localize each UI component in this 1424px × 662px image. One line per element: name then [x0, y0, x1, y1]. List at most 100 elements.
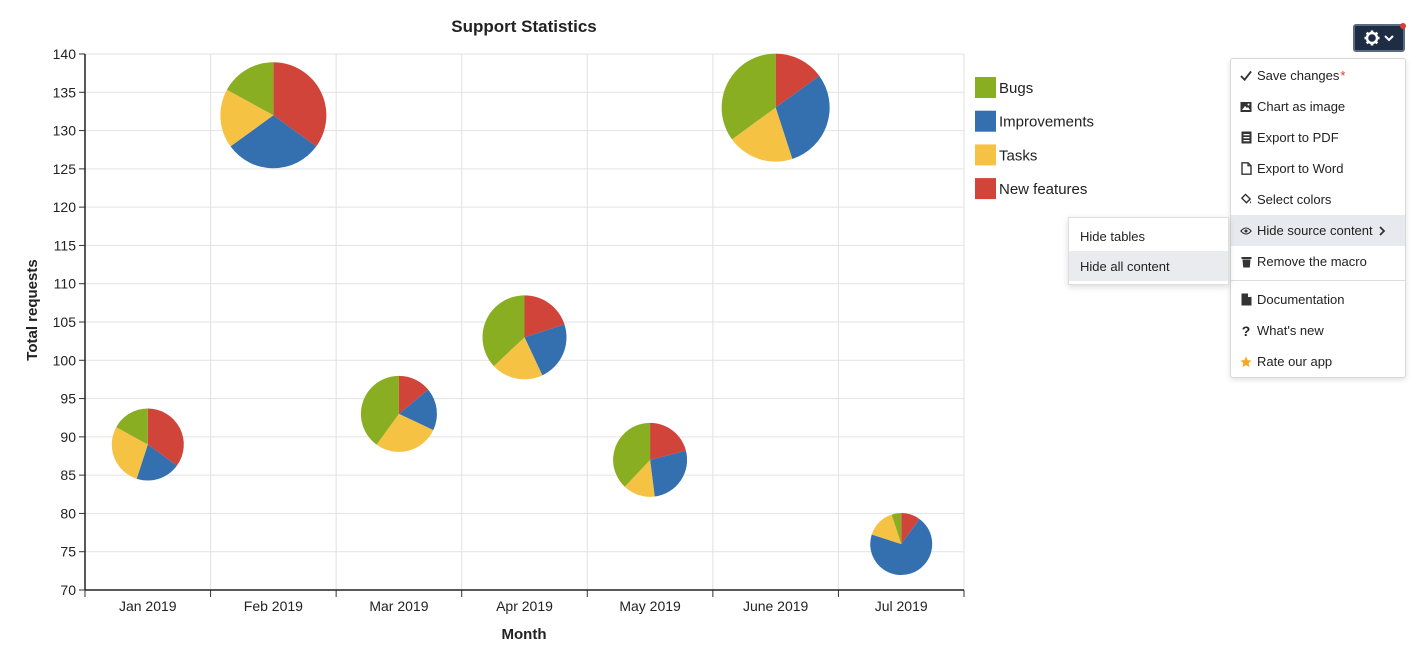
legend-label-bugs: Bugs: [999, 80, 1033, 97]
chevron-right-icon: [1378, 225, 1385, 236]
x-tick-label: Apr 2019: [496, 598, 553, 614]
legend-label-improvements: Improvements: [999, 114, 1094, 131]
pie-slice-new-features: [650, 422, 686, 460]
y-tick-label: 70: [60, 582, 76, 598]
menu-divider: [1231, 280, 1405, 281]
chevron-down-icon: [1384, 35, 1394, 42]
y-tick-label: 80: [60, 505, 76, 521]
pie-slice-tasks: [220, 89, 274, 147]
x-tick-label: Mar 2019: [369, 598, 428, 614]
hide-source-submenu: Hide tables Hide all content: [1068, 217, 1229, 285]
pie-slice-bugs: [613, 422, 651, 487]
y-tick-label: 125: [53, 161, 77, 177]
x-tick-label: May 2019: [619, 598, 681, 614]
menu-item-label: Save changes: [1257, 68, 1340, 83]
menu-item-label: Documentation: [1257, 292, 1345, 307]
pdf-icon: [1240, 131, 1252, 145]
x-tick-label: Jul 2019: [875, 598, 928, 614]
menu-item-label: Chart as image: [1257, 99, 1346, 114]
x-tick-label: Jan 2019: [119, 598, 177, 614]
y-tick-label: 95: [60, 391, 76, 407]
y-tick-label: 90: [60, 429, 76, 445]
pie-slice-bugs: [482, 295, 525, 367]
question-icon: ?: [1241, 322, 1251, 339]
menu-item-label: Export to Word: [1257, 161, 1344, 176]
x-tick-label: Feb 2019: [244, 598, 303, 614]
chart-title: Support Statistics: [451, 17, 596, 36]
word-icon: [1240, 162, 1252, 176]
menu-item-documentation[interactable]: Documentation: [1231, 284, 1405, 315]
trash-icon: [1240, 255, 1252, 269]
menu-item-remove-macro[interactable]: Remove the macro: [1231, 246, 1405, 277]
pie-slice-new-features: [775, 53, 820, 108]
pie-slice-tasks: [731, 107, 793, 162]
menu-item-label: Rate our app: [1257, 354, 1333, 369]
y-tick-label: 75: [60, 544, 76, 560]
pie-slice-tasks: [376, 413, 434, 452]
pie-slice-improvements: [775, 75, 830, 159]
settings-gear-button[interactable]: [1353, 23, 1406, 52]
pie-slice-tasks: [871, 514, 902, 545]
legend-swatch-bugs: [975, 77, 996, 98]
pie-slice-new-features: [398, 375, 429, 414]
pie-slice-bugs: [226, 62, 274, 116]
pie-slice-improvements: [524, 324, 567, 376]
pie-slice-new-features: [147, 408, 184, 466]
y-axis-title: Total requests: [24, 259, 41, 360]
y-tick-label: 135: [53, 84, 77, 100]
menu-item-select-colors[interactable]: Select colors: [1231, 184, 1405, 215]
unsaved-indicator: *: [1340, 68, 1346, 83]
document-icon: [1240, 293, 1252, 307]
pie-slice-bugs: [360, 375, 399, 445]
y-tick-label: 115: [54, 237, 77, 253]
pie-slice-tasks: [624, 459, 655, 497]
menu-item-hide-source-content[interactable]: Hide source content: [1231, 215, 1405, 246]
pie-slice-new-features: [901, 513, 920, 545]
settings-menu: Save changes * Chart as image Export to P…: [1230, 58, 1406, 378]
notification-dot: [1400, 23, 1406, 29]
legend-swatch-improvements: [975, 110, 996, 132]
menu-item-export-pdf[interactable]: Export to PDF: [1231, 122, 1405, 153]
pie-slice-improvements: [398, 389, 437, 431]
menu-item-rate-app[interactable]: Rate our app: [1231, 346, 1405, 377]
y-tick-label: 85: [60, 467, 76, 483]
pie-slice-new-features: [273, 62, 327, 147]
submenu-item-hide-all-content[interactable]: Hide all content: [1069, 251, 1228, 281]
legend-swatch-tasks: [975, 144, 996, 166]
y-tick-label: 120: [53, 199, 77, 215]
legend-swatch-new-features: [975, 178, 996, 200]
pie-slice-improvements: [650, 450, 688, 497]
y-tick-label: 130: [53, 123, 77, 139]
eye-icon: [1240, 224, 1252, 238]
legend-label-tasks: Tasks: [999, 147, 1037, 164]
star-icon: [1240, 355, 1252, 369]
y-tick-label: 100: [53, 352, 77, 368]
gear-icon: [1364, 30, 1380, 46]
menu-item-label: What's new: [1257, 323, 1324, 338]
paint-bucket-icon: [1240, 193, 1252, 207]
pie-slice-bugs: [891, 513, 902, 545]
menu-item-label: Select colors: [1257, 192, 1332, 207]
pie-slice-improvements: [870, 518, 933, 576]
submenu-item-hide-tables[interactable]: Hide tables: [1080, 228, 1146, 244]
pie-slice-bugs: [116, 408, 148, 445]
menu-item-save-changes[interactable]: Save changes *: [1231, 60, 1405, 91]
pie-slice-tasks: [111, 427, 148, 479]
check-icon: [1240, 69, 1252, 83]
menu-item-chart-as-image[interactable]: Chart as image: [1231, 91, 1405, 122]
x-tick-label: June 2019: [743, 598, 809, 614]
pie-slice-improvements: [136, 444, 177, 481]
y-tick-label: 105: [53, 314, 77, 330]
pie-slice-tasks: [493, 337, 543, 380]
pie-slice-new-features: [524, 295, 565, 338]
x-axis-title: Month: [502, 626, 547, 643]
y-tick-label: 140: [53, 46, 77, 62]
menu-item-export-word[interactable]: Export to Word: [1231, 153, 1405, 184]
menu-item-label: Remove the macro: [1257, 254, 1367, 269]
image-icon: [1240, 100, 1252, 114]
pie-slice-bugs: [721, 53, 776, 140]
menu-item-whats-new[interactable]: ? What's new: [1231, 315, 1405, 346]
menu-item-label: Export to PDF: [1257, 130, 1339, 145]
menu-item-label: Hide source content: [1257, 223, 1373, 238]
